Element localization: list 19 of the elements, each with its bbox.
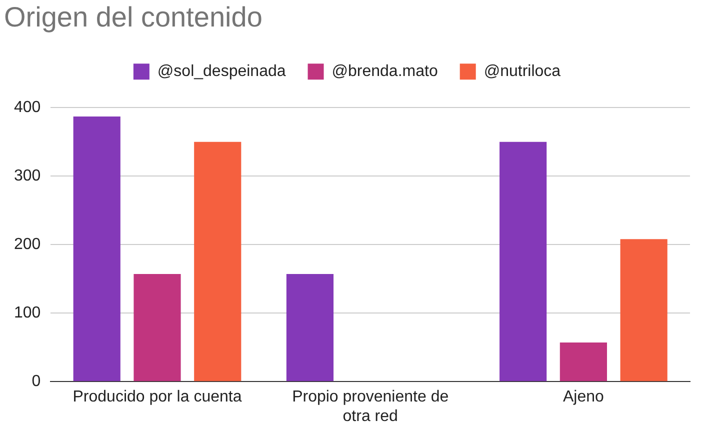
y-tick-label: 300 [14, 168, 41, 185]
bar [134, 274, 181, 382]
legend-label: @sol_despeinada [157, 63, 286, 80]
x-tick-label: Producido por la cuenta [72, 388, 242, 406]
y-tick-label: 200 [14, 236, 41, 254]
bar [560, 342, 607, 382]
legend-label: @nutriloca [484, 63, 561, 80]
y-tick-label: 400 [14, 99, 41, 116]
bar [194, 142, 242, 382]
x-tick-label: Ajeno [562, 388, 604, 406]
y-tick-label: 100 [14, 304, 41, 322]
chart-title: Origen del contenido [4, 2, 262, 33]
x-tick-label: Propio proveniente de otra red [292, 388, 449, 425]
bar [73, 116, 120, 382]
bar [286, 274, 334, 382]
legend-label: @brenda.mato [332, 63, 438, 80]
bar [620, 239, 668, 382]
bar [500, 142, 547, 382]
y-tick-label: 0 [32, 373, 41, 390]
